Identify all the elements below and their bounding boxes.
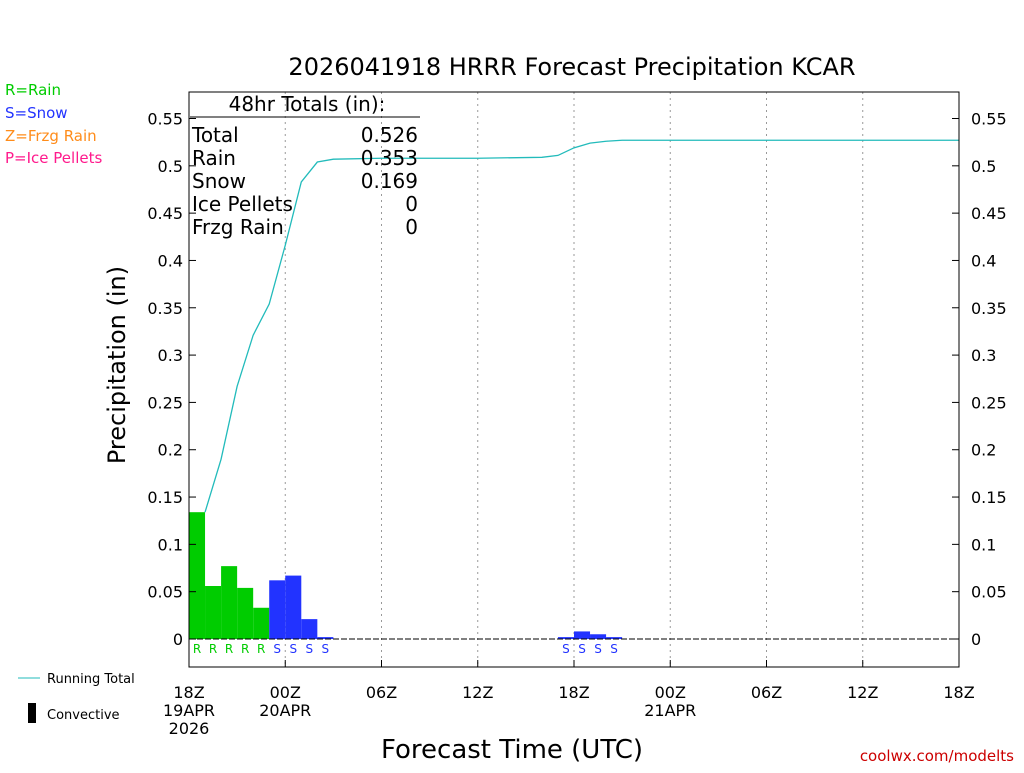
x-tick-label: 12Z — [847, 683, 878, 702]
y-tick-label-left: 0.35 — [147, 299, 183, 318]
precip-type-label: R — [225, 642, 233, 656]
y-tick-label-left: 0 — [173, 630, 183, 649]
x-tick-label: 12Z — [462, 683, 493, 702]
running-total-series — [204, 139, 959, 513]
y-tick-label-right: 0.05 — [971, 583, 1007, 602]
x-tick-label: 00Z — [655, 683, 686, 702]
x-tick-label: 18Z — [943, 683, 974, 702]
y-tick-label-right: 0.5 — [971, 157, 996, 176]
precip-type-label: S — [289, 642, 297, 656]
precip-type-label: S — [273, 642, 281, 656]
precip-type-label: S — [306, 642, 314, 656]
running-total-line — [204, 139, 959, 513]
y-tick-label-left: 0.15 — [147, 488, 183, 507]
y-tick-label-right: 0 — [971, 630, 981, 649]
y-tick-label-left: 0.45 — [147, 204, 183, 223]
legend-frzg-rain: Z=Frzg Rain — [5, 127, 97, 145]
y-tick-label-left: 0.5 — [158, 157, 183, 176]
x-tick-label: 2026 — [169, 719, 210, 738]
precip-bars — [189, 512, 623, 639]
x-tick-label: 21APR — [644, 701, 696, 720]
legend-rain: R=Rain — [5, 81, 61, 99]
y-tick-label-right: 0.2 — [971, 441, 996, 460]
precip-type-label: S — [322, 642, 330, 656]
precip-bar — [237, 587, 254, 639]
totals-row-value: 0.353 — [361, 146, 418, 170]
precip-bar — [205, 586, 222, 639]
precip-type-label: R — [193, 642, 201, 656]
x-tick-label: 00Z — [270, 683, 301, 702]
x-axis-label: Forecast Time (UTC) — [381, 735, 643, 765]
y-tick-label-right: 0.35 — [971, 299, 1007, 318]
totals-header: 48hr Totals (in): — [229, 92, 386, 116]
x-tick-label: 20APR — [259, 701, 311, 720]
precip-type-label: S — [562, 642, 570, 656]
totals-row-value: 0 — [405, 215, 418, 239]
totals-row-label: Total — [191, 123, 239, 147]
precip-bar — [269, 580, 286, 639]
y-tick-label-left: 0.2 — [158, 441, 183, 460]
x-tick-label: 19APR — [163, 701, 215, 720]
precip-type-label: R — [209, 642, 217, 656]
chart-title: 2026041918 HRRR Forecast Precipitation K… — [288, 53, 855, 81]
legend-snow: S=Snow — [5, 104, 68, 122]
y-tick-label-right: 0.25 — [971, 393, 1007, 412]
y-tick-label-right: 0.4 — [971, 251, 996, 270]
precip-type-label: S — [610, 642, 618, 656]
convective-legend-swatch — [28, 703, 36, 723]
totals-row-value: 0.169 — [361, 169, 418, 193]
totals-row-value: 0.526 — [361, 123, 418, 147]
precip-type-label: R — [257, 642, 265, 656]
legend-ice-pellets: P=Ice Pellets — [5, 149, 102, 167]
precip-bar — [285, 575, 302, 639]
precip-bar — [221, 566, 238, 639]
precip-bar — [301, 619, 318, 639]
x-tick-label: 18Z — [173, 683, 204, 702]
y-tick-label-right: 0.15 — [971, 488, 1007, 507]
totals-row-value: 0 — [405, 192, 418, 216]
legend-running-total: Running Total — [47, 672, 135, 687]
precip-type-label: S — [578, 642, 586, 656]
precip-bar — [574, 631, 591, 639]
y-tick-label-left: 0.55 — [147, 110, 183, 129]
x-tick-label: 18Z — [558, 683, 589, 702]
y-axis-label: Precipitation (in) — [103, 266, 131, 464]
y-tick-label-left: 0.1 — [158, 535, 183, 554]
precip-bar — [317, 637, 334, 639]
x-tick-label: 06Z — [751, 683, 782, 702]
precip-bar — [590, 634, 607, 639]
y-tick-label-left: 0.05 — [147, 583, 183, 602]
y-tick-label-left: 0.4 — [158, 251, 183, 270]
totals-row-label: Frzg Rain — [192, 215, 284, 239]
y-tick-label-right: 0.45 — [971, 204, 1007, 223]
y-tick-label-right: 0.1 — [971, 535, 996, 554]
totals-row-label: Rain — [192, 146, 236, 170]
y-tick-label-right: 0.55 — [971, 110, 1007, 129]
y-tick-label-left: 0.3 — [158, 346, 183, 365]
precip-bar — [606, 637, 623, 639]
totals-row-label: Ice Pellets — [192, 192, 293, 216]
y-tick-label-left: 0.25 — [147, 393, 183, 412]
y-tick-label-right: 0.3 — [971, 346, 996, 365]
source-footer: coolwx.com/modelts — [860, 747, 1014, 765]
totals-box: 48hr Totals (in): Total 0.526 Rain 0.353 Sno… — [190, 92, 420, 239]
totals-row-label: Snow — [192, 169, 246, 193]
x-tick-label: 06Z — [366, 683, 397, 702]
legend-convective: Convective — [47, 708, 120, 723]
precip-type-label: R — [241, 642, 249, 656]
y-axis-ticks: 0 00.05 0.050.1 0.10.15 0.150.2 0.20.25 0.250.… — [147, 110, 1006, 650]
precip-bar — [557, 637, 574, 639]
precip-bar — [253, 607, 270, 639]
precip-bar — [189, 512, 206, 639]
precip-type-label: S — [594, 642, 602, 656]
